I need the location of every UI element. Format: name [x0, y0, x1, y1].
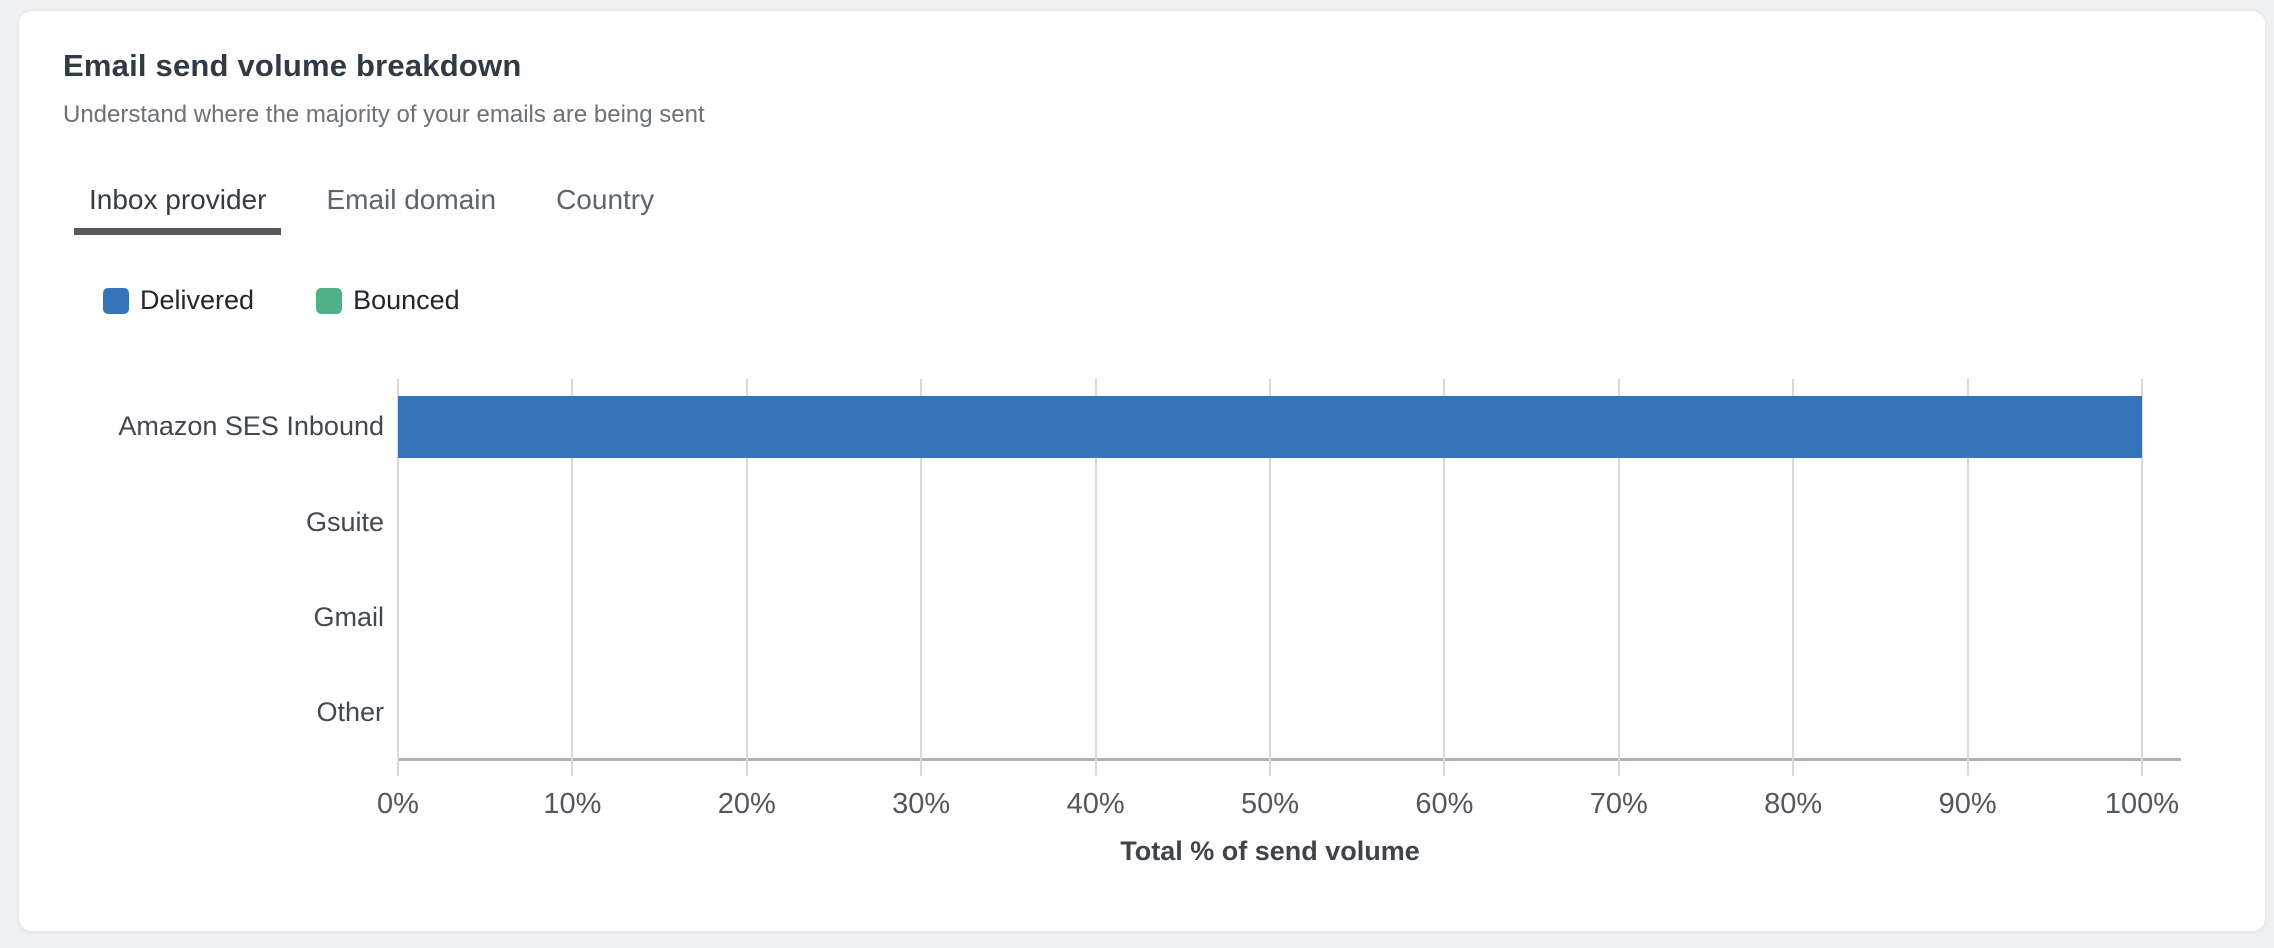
- card-subtitle: Understand where the majority of your em…: [63, 101, 705, 129]
- x-tick-label-100: 100%: [2104, 788, 2180, 821]
- x-tick-label-20: 20%: [717, 788, 776, 821]
- gridline-60: [1443, 379, 1446, 777]
- x-tick-label-90: 90%: [1938, 788, 1997, 821]
- tab-label: Country: [556, 184, 655, 216]
- tabs: Inbox provider Email domain Country: [74, 170, 2181, 236]
- x-tick-label-10: 10%: [543, 788, 602, 821]
- y-axis-label-amazon-ses-inbound: Amazon SES Inbound: [118, 411, 384, 442]
- y-axis-labels: Amazon SES Inbound Gsuite Gmail Other: [63, 379, 398, 760]
- x-tick-label-50: 50%: [1240, 788, 1300, 821]
- legend-item-bounced[interactable]: Bounced: [316, 287, 460, 314]
- gridline-80: [1792, 379, 1795, 777]
- legend-item-delivered[interactable]: Delivered: [103, 287, 254, 314]
- x-tick-label-0: 0%: [377, 788, 419, 821]
- y-axis-label-gmail: Gmail: [313, 601, 384, 632]
- gridline-0: [397, 379, 399, 777]
- tab-email-domain[interactable]: Email domain: [311, 170, 511, 235]
- gridline-10: [571, 379, 574, 777]
- plot-area: Total % of send volume 0% 10% 20% 30% 40% 50%…: [377, 379, 2181, 866]
- legend-swatch-bounced: [316, 287, 343, 314]
- legend-swatch-delivered: [103, 287, 129, 314]
- gridline-40: [1094, 379, 1097, 777]
- tab-label: Email domain: [326, 184, 497, 216]
- tab-country[interactable]: Country: [541, 170, 669, 235]
- card-title: Email send volume breakdown: [63, 48, 522, 83]
- x-tick-label-80: 80%: [1764, 788, 1823, 821]
- gridline-30: [920, 379, 923, 777]
- x-tick-label-30: 30%: [892, 788, 951, 821]
- legend-label: Bounced: [353, 285, 460, 316]
- chart-legend: Delivered Bounced: [103, 287, 2181, 314]
- gridline-20: [745, 379, 748, 777]
- x-tick-label-60: 60%: [1415, 788, 1474, 821]
- legend-label: Delivered: [140, 285, 255, 316]
- x-axis-title: Total % of send volume: [1120, 836, 1420, 867]
- y-axis-label-gsuite: Gsuite: [305, 506, 384, 537]
- gridline-90: [1966, 379, 1969, 777]
- gridline-70: [1617, 379, 1620, 777]
- x-axis-line: [398, 758, 2181, 762]
- send-volume-chart: Amazon SES Inbound Gsuite Gmail Other Total…: [63, 379, 2181, 866]
- x-tick-label-40: 40%: [1066, 788, 1125, 821]
- tab-inbox-provider[interactable]: Inbox provider: [74, 170, 282, 236]
- active-tab-underline: [74, 228, 282, 236]
- y-axis-label-other: Other: [316, 697, 384, 728]
- gridline-50: [1269, 379, 1271, 777]
- x-tick-label-70: 70%: [1589, 788, 1648, 821]
- email-send-volume-card: Email send volume breakdown Understand w…: [18, 10, 2266, 932]
- bar-delivered-amazon-ses-inbound: [398, 395, 2142, 458]
- gridline-100: [2141, 379, 2143, 777]
- tab-label: Inbox provider: [89, 184, 267, 216]
